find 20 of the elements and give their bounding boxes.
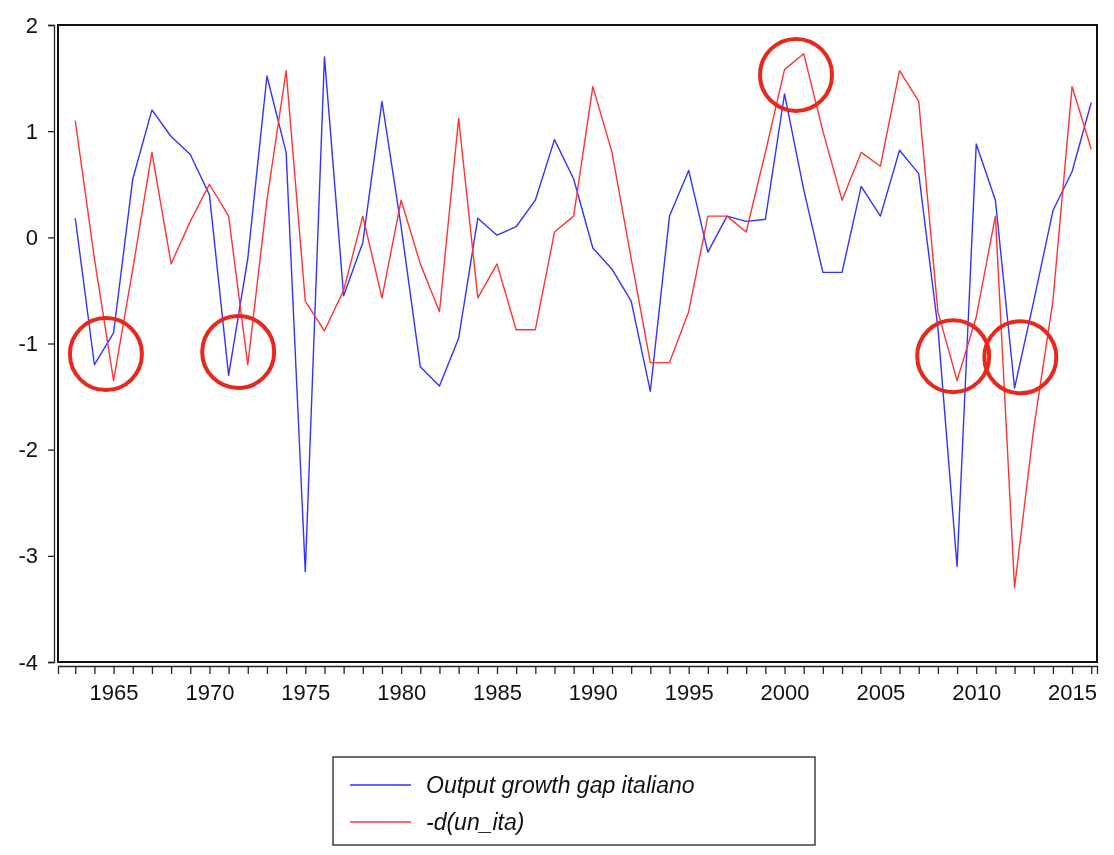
- y-tick-label: -1: [18, 331, 38, 357]
- x-tick-label: 2005: [856, 679, 906, 705]
- x-tick-label: 1980: [377, 679, 427, 705]
- x-tick-label: 2000: [760, 679, 810, 705]
- x-tick-label: 1975: [281, 679, 331, 705]
- x-tick-label: 1970: [185, 679, 235, 705]
- y-tick-label: -3: [18, 543, 38, 569]
- y-tick-label: -2: [18, 437, 38, 463]
- y-tick-label: 1: [25, 118, 38, 144]
- x-tick-label: 2015: [1048, 679, 1098, 705]
- y-tick-label: 0: [25, 224, 38, 250]
- legend-label: -d(un_ita): [426, 809, 525, 835]
- x-tick-label: 2010: [952, 679, 1002, 705]
- y-tick-label: 2: [25, 12, 38, 38]
- y-tick-label: -4: [18, 649, 38, 675]
- x-tick-label: 1995: [664, 679, 714, 705]
- x-tick-label: 1965: [89, 679, 139, 705]
- x-tick-label: 1990: [568, 679, 618, 705]
- x-tick-label: 1985: [473, 679, 522, 705]
- legend-label: Output growth gap italiano: [426, 772, 695, 798]
